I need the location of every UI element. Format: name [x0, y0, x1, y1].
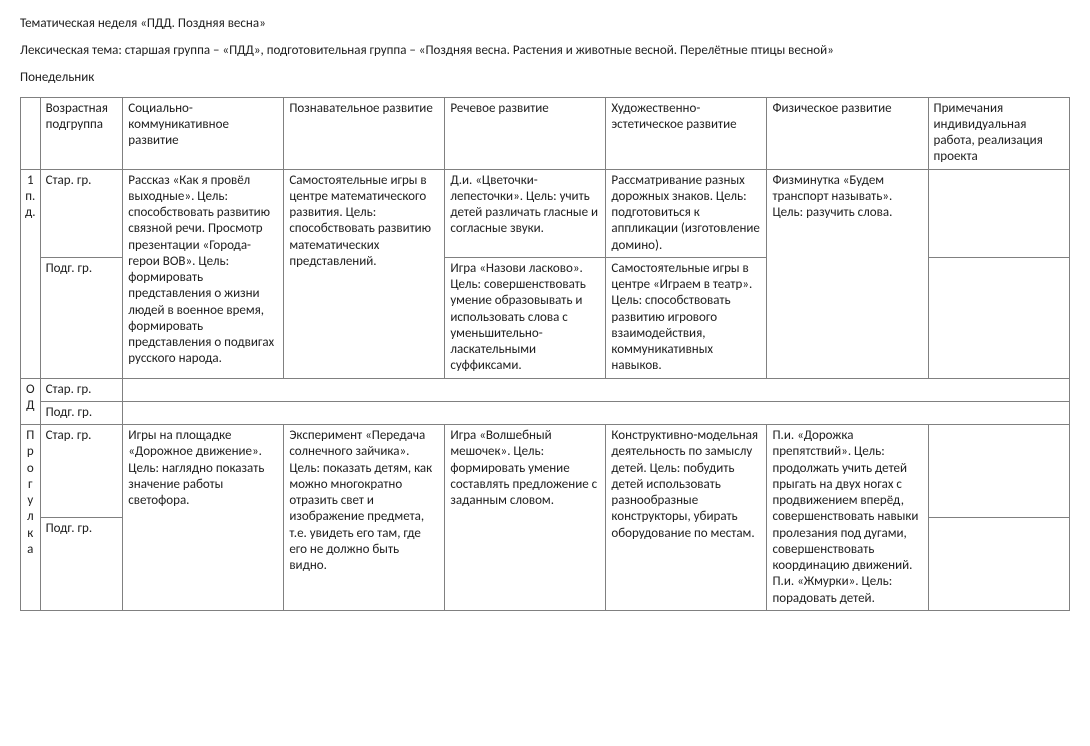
col-notes: Примечания индивидуальная работа, реализ… [928, 97, 1070, 169]
col-period [21, 97, 41, 169]
col-social: Социально-коммуникативное развитие [123, 97, 284, 169]
period-walk: П р о г у л к а [21, 425, 41, 611]
cell-cognitive: Самостоятельные игры в центре математиче… [284, 169, 445, 378]
cell-physical: П.и. «Дорожка препятствий». Цель: продол… [767, 425, 928, 611]
period-od: О Д [21, 378, 41, 425]
cell-social: Игры на площадке «Дорожное движение». Це… [123, 425, 284, 611]
cell-physical: Физминутка «Будем транспорт называть». Ц… [767, 169, 928, 378]
cell-cognitive: Эксперимент «Передача солнечного зайчика… [284, 425, 445, 611]
col-physical: Физическое развитие [767, 97, 928, 169]
cell-art-prep: Самостоятельные игры в центре «Играем в … [606, 257, 767, 378]
cell-speech: Игра «Волшебный мешочек». Цель: формиров… [445, 425, 606, 611]
cell-speech-prep: Игра «Назови ласково». Цель: совершенств… [445, 257, 606, 378]
col-cognitive: Познавательное развитие [284, 97, 445, 169]
page-subtitle: Лексическая тема: старшая группа – «ПДД»… [20, 43, 1070, 60]
age-cell: Подг. гр. [40, 257, 123, 378]
table-row: Подг. гр. [21, 401, 1070, 424]
period-1pd: 1 п. д. [21, 169, 41, 378]
table-row: П р о г у л к а Стар. гр. Игры на площад… [21, 425, 1070, 518]
table-header-row: Возрастная подгруппа Социально-коммуника… [21, 97, 1070, 169]
cell-notes [928, 518, 1070, 611]
col-speech: Речевое развитие [445, 97, 606, 169]
cell-notes [928, 425, 1070, 518]
table-row: О Д Стар. гр. [21, 378, 1070, 401]
table-row: 1 п. д. Стар. гр. Рассказ «Как я провёл … [21, 169, 1070, 257]
cell-art: Конструктивно-модельная деятельность по … [606, 425, 767, 611]
schedule-table: Возрастная подгруппа Социально-коммуника… [20, 97, 1070, 611]
cell-social: Рассказ «Как я провёл выходные». Цель: с… [123, 169, 284, 378]
cell-art-senior: Рассматривание разных дорожных знаков. Ц… [606, 169, 767, 257]
age-cell: Подг. гр. [40, 518, 123, 611]
age-cell: Стар. гр. [40, 169, 123, 257]
cell-notes [928, 257, 1070, 378]
day-heading: Понедельник [20, 70, 1070, 87]
age-cell: Подг. гр. [40, 401, 123, 424]
age-cell: Стар. гр. [40, 425, 123, 518]
age-cell: Стар. гр. [40, 378, 123, 401]
cell-empty [123, 378, 1070, 401]
cell-notes [928, 169, 1070, 257]
cell-speech-senior: Д.и. «Цветочки-лепесточки». Цель: учить … [445, 169, 606, 257]
page-title: Тематическая неделя «ПДД. Поздняя весна» [20, 16, 1070, 33]
col-art: Художественно-эстетическое развитие [606, 97, 767, 169]
col-age: Возрастная подгруппа [40, 97, 123, 169]
cell-empty [123, 401, 1070, 424]
